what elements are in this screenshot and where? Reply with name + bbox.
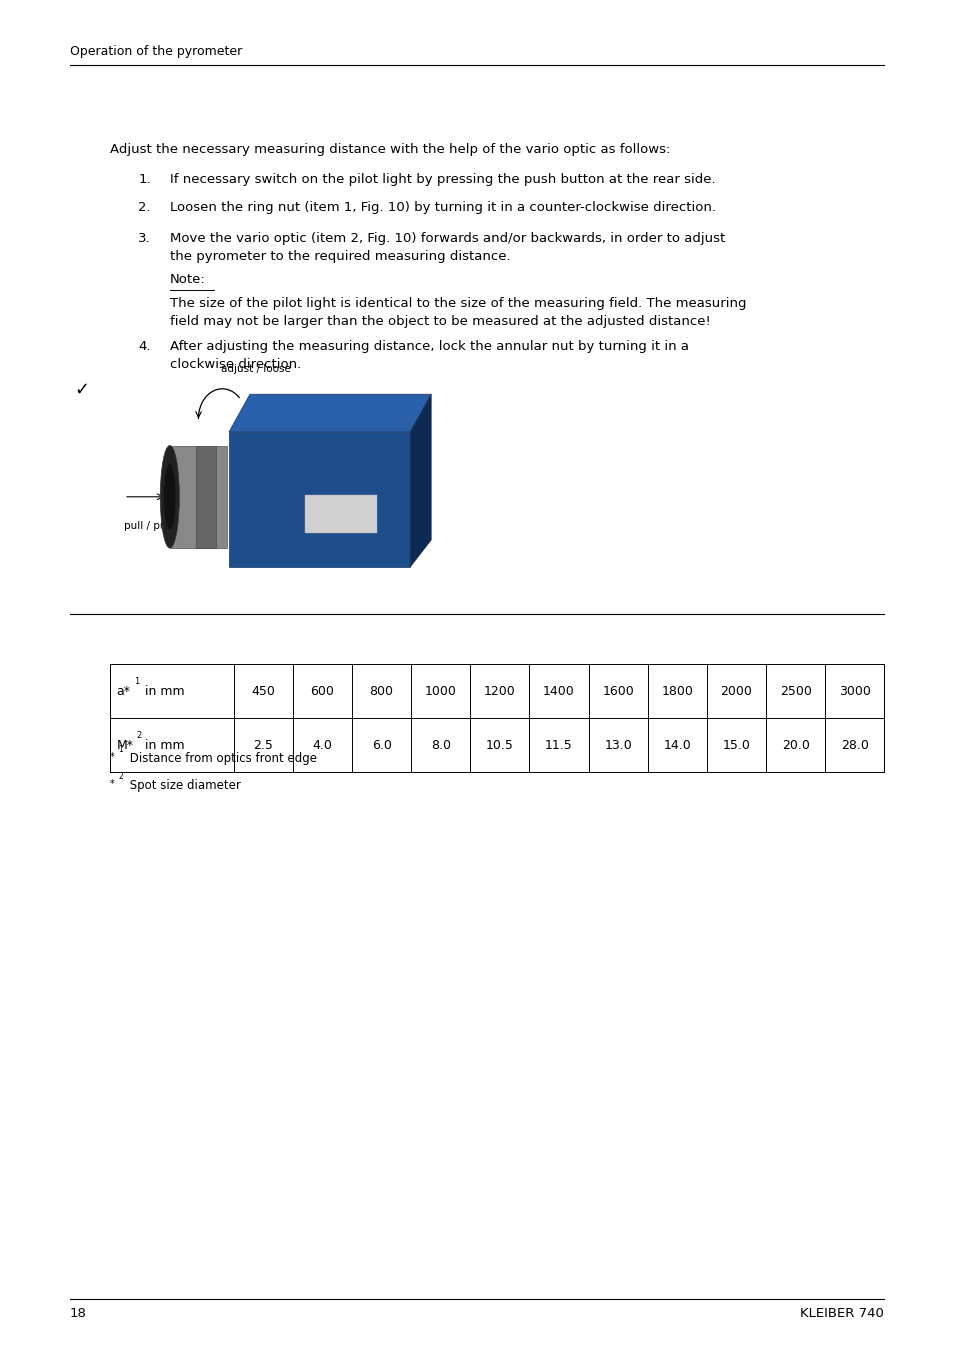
Text: 2500: 2500 xyxy=(779,684,811,698)
Text: The size of the pilot light is identical to the size of the measuring field. The: The size of the pilot light is identical… xyxy=(170,297,745,328)
Text: 600: 600 xyxy=(310,684,335,698)
Text: After adjusting the measuring distance, lock the annular nut by turning it in a
: After adjusting the measuring distance, … xyxy=(170,340,688,371)
Polygon shape xyxy=(410,394,431,567)
Text: 450: 450 xyxy=(251,684,275,698)
Ellipse shape xyxy=(160,446,179,548)
Text: in mm: in mm xyxy=(141,684,185,698)
Text: 800: 800 xyxy=(369,684,394,698)
Text: 14.0: 14.0 xyxy=(662,738,691,752)
Text: KLEIBER 740: KLEIBER 740 xyxy=(800,1307,883,1320)
Text: 1400: 1400 xyxy=(542,684,575,698)
Text: 15.0: 15.0 xyxy=(721,738,750,752)
Text: 28.0: 28.0 xyxy=(840,738,868,752)
Text: Move the vario optic (item 2, Fig. 10) forwards and/or backwards, in order to ad: Move the vario optic (item 2, Fig. 10) f… xyxy=(170,232,724,263)
Polygon shape xyxy=(229,394,431,432)
Text: a*: a* xyxy=(116,684,131,698)
Bar xyxy=(305,495,376,533)
Text: 8.0: 8.0 xyxy=(431,738,450,752)
Text: 11.5: 11.5 xyxy=(544,738,573,752)
Text: 20.0: 20.0 xyxy=(781,738,809,752)
Text: 2: 2 xyxy=(118,772,123,782)
Text: 3.: 3. xyxy=(138,232,151,246)
Bar xyxy=(195,446,215,548)
Text: 1.: 1. xyxy=(138,173,151,186)
Text: 1: 1 xyxy=(134,678,140,686)
Text: 18: 18 xyxy=(70,1307,87,1320)
Text: 4.0: 4.0 xyxy=(313,738,332,752)
Text: 2.: 2. xyxy=(138,201,151,215)
Text: 1: 1 xyxy=(118,745,123,755)
Text: 1800: 1800 xyxy=(660,684,693,698)
Text: Operation of the pyrometer: Operation of the pyrometer xyxy=(70,45,242,58)
Text: 2.5: 2.5 xyxy=(253,738,273,752)
Text: 4.: 4. xyxy=(138,340,151,354)
Text: 2000: 2000 xyxy=(720,684,752,698)
Ellipse shape xyxy=(164,463,175,531)
Text: pull / push: pull / push xyxy=(124,521,178,531)
Text: Adjust the necessary measuring distance with the help of the vario optic as foll: Adjust the necessary measuring distance … xyxy=(110,143,669,157)
Text: If necessary switch on the pilot light by pressing the push button at the rear s: If necessary switch on the pilot light b… xyxy=(170,173,715,186)
Text: 1200: 1200 xyxy=(483,684,516,698)
Text: ✓: ✓ xyxy=(74,381,90,398)
Text: Note:: Note: xyxy=(170,273,205,286)
Text: 1600: 1600 xyxy=(601,684,634,698)
Text: in mm: in mm xyxy=(141,738,185,752)
Text: 6.0: 6.0 xyxy=(372,738,391,752)
Bar xyxy=(170,446,227,548)
Text: Loosen the ring nut (item 1, Fig. 10) by turning it in a counter-clockwise direc: Loosen the ring nut (item 1, Fig. 10) by… xyxy=(170,201,715,215)
Text: 10.5: 10.5 xyxy=(485,738,514,752)
Text: Spot size diameter: Spot size diameter xyxy=(126,779,240,792)
Text: 2: 2 xyxy=(136,732,142,740)
Bar xyxy=(229,432,410,567)
Text: 1000: 1000 xyxy=(424,684,456,698)
Text: M*: M* xyxy=(116,738,133,752)
Text: Distance from optics front edge: Distance from optics front edge xyxy=(126,752,316,765)
Text: 13.0: 13.0 xyxy=(603,738,632,752)
Text: adjust / loose: adjust / loose xyxy=(221,364,291,374)
Text: *: * xyxy=(110,779,114,788)
Text: 3000: 3000 xyxy=(838,684,870,698)
Text: *: * xyxy=(110,752,114,761)
